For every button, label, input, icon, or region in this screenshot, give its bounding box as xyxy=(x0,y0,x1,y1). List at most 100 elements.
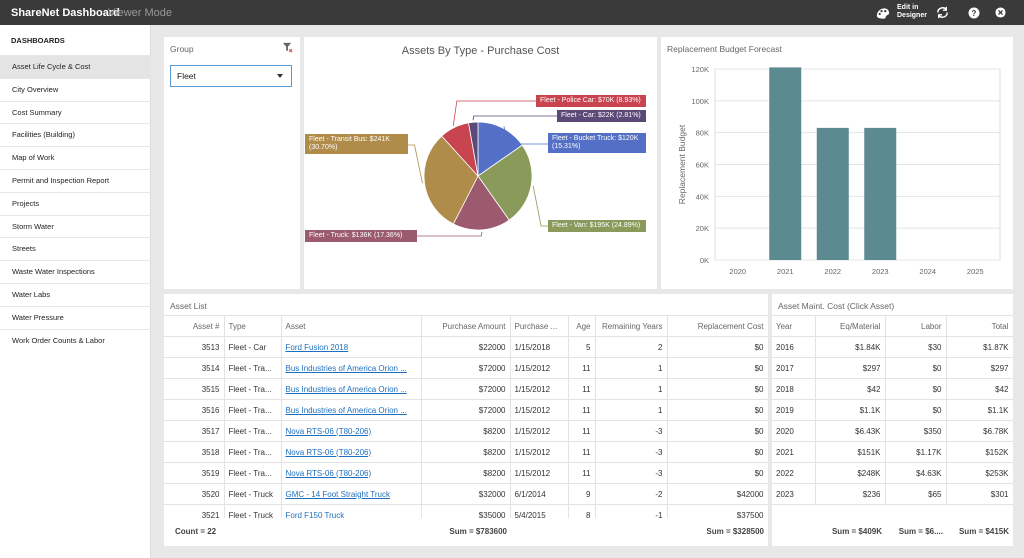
sidebar-item-permit-and-inspection-report[interactable]: Permit and Inspection Report xyxy=(0,169,151,192)
pie-slice[interactable] xyxy=(423,135,479,225)
table-cell[interactable]: Nova RTS-06 (T80-206) xyxy=(281,462,422,484)
table-cell: $301 xyxy=(946,483,1013,505)
column-header[interactable]: Year xyxy=(772,315,816,337)
pie-slice[interactable] xyxy=(452,175,510,231)
table-cell[interactable]: Ford F150 Truck xyxy=(281,504,422,519)
table-row[interactable]: 3516 Fleet - Tra... Bus Industries of Amer… xyxy=(164,399,768,421)
top-bar: ShareNet Dashboard Viewer Mode Edit in D… xyxy=(0,0,1024,25)
column-header[interactable]: Eq/Material xyxy=(815,315,886,337)
asset-link[interactable]: GMC - 14 Foot Straight Truck xyxy=(285,489,390,499)
table-row[interactable]: 3521 Fleet - Truck Ford F150 Truck $35000 5/… xyxy=(164,504,768,519)
asset-link[interactable]: Nova RTS-06 (T80-206) xyxy=(285,468,372,478)
x-tick-label: 2025 xyxy=(967,267,984,276)
table-cell: $22000 xyxy=(421,336,511,358)
table-cell: 3515 xyxy=(164,378,225,400)
pie-leader-line xyxy=(532,185,548,227)
column-header[interactable]: Purchase ... xyxy=(510,315,569,337)
edit-in-designer-icon[interactable] xyxy=(875,5,890,20)
maint-table-viewport: Year Eq/Material Labor Total 2016 $1.84K $30 $… xyxy=(772,315,1013,518)
table-row[interactable]: 3514 Fleet - Tra... Bus Industries of Amer… xyxy=(164,357,768,379)
table-cell: $6.78K xyxy=(946,420,1013,442)
sidebar-item-cost-summary[interactable]: Cost Summary xyxy=(0,100,151,124)
y-axis-label: Replacement Budget xyxy=(677,124,687,204)
asset-link[interactable]: Bus Industries of America Orion ... xyxy=(285,363,407,373)
table-cell[interactable]: Nova RTS-06 (T80-206) xyxy=(281,441,422,463)
column-header[interactable]: Total xyxy=(946,315,1013,337)
table-cell: 2020 xyxy=(772,420,816,442)
table-cell[interactable]: Bus Industries of America Orion ... xyxy=(281,399,422,421)
table-row[interactable]: 2023 $236 $65 $301 xyxy=(772,483,1013,505)
table-cell: $236 xyxy=(815,483,886,505)
asset-link[interactable]: Nova RTS-06 (T80-206) xyxy=(285,426,372,436)
pie-slice[interactable] xyxy=(477,144,533,221)
table-cell[interactable]: Nova RTS-06 (T80-206) xyxy=(281,420,422,442)
sidebar-item-work-order-counts-labor[interactable]: Work Order Counts & Labor xyxy=(0,328,151,352)
close-icon[interactable] xyxy=(993,5,1008,20)
table-row[interactable]: 2019 $1.1K $0 $1.1K xyxy=(772,399,1013,421)
sidebar-item-water-labs[interactable]: Water Labs xyxy=(0,283,151,306)
asset-link[interactable]: Ford Fusion 2018 xyxy=(285,342,349,352)
sidebar-item-map-of-work[interactable]: Map of Work xyxy=(0,146,151,169)
table-row[interactable]: 3519 Fleet - Tra... Nova RTS-06 (T80-206) $… xyxy=(164,462,768,484)
clear-filter-icon[interactable] xyxy=(282,42,293,55)
sidebar-item-water-pressure[interactable]: Water Pressure xyxy=(0,305,151,329)
column-header[interactable]: Asset # xyxy=(164,315,225,337)
column-header[interactable]: Type xyxy=(224,315,282,337)
sidebar-item-storm-water[interactable]: Storm Water xyxy=(0,214,151,238)
column-header[interactable]: Remaining Years xyxy=(595,315,668,337)
table-cell: $32000 xyxy=(421,483,511,505)
table-cell: $253K xyxy=(946,462,1013,484)
pie-slice[interactable] xyxy=(468,121,479,177)
sidebar-item-facilities-building[interactable]: Facilities (Building) xyxy=(0,123,151,146)
bar[interactable] xyxy=(864,127,897,261)
table-row[interactable]: 3513 Fleet - Car Ford Fusion 2018 $22000 1/1… xyxy=(164,336,768,358)
table-cell: $8200 xyxy=(421,420,511,442)
table-row[interactable]: 2016 $1.84K $30 $1.87K xyxy=(772,336,1013,358)
table-cell: -3 xyxy=(595,420,668,442)
table-cell[interactable]: Bus Industries of America Orion ... xyxy=(281,357,422,379)
bar-chart: 0K 20K 40K 60K 80K 100K 120K 2020 2021 2022 2023 20… xyxy=(677,65,1001,276)
table-cell: $65 xyxy=(885,483,947,505)
asset-link[interactable]: Bus Industries of America Orion ... xyxy=(285,384,407,394)
total-sum: Sum = $415K xyxy=(958,527,1009,536)
column-header[interactable]: Labor xyxy=(885,315,947,337)
table-row[interactable]: 3518 Fleet - Tra... Nova RTS-06 (T80-206) $… xyxy=(164,441,768,463)
asset-link[interactable]: Nova RTS-06 (T80-206) xyxy=(285,447,372,457)
table-row[interactable]: 2022 $248K $4.63K $253K xyxy=(772,462,1013,484)
table-cell[interactable]: Ford Fusion 2018 xyxy=(281,336,422,358)
table-row[interactable]: 2017 $297 $0 $297 xyxy=(772,357,1013,379)
sidebar-item-projects[interactable]: Projects xyxy=(0,191,151,215)
table-row[interactable]: 2021 $151K $1.17K $152K xyxy=(772,441,1013,463)
table-cell: $37500 xyxy=(667,504,768,518)
sidebar-item-streets[interactable]: Streets xyxy=(0,237,151,260)
column-header[interactable]: Age xyxy=(568,315,596,337)
asset-link[interactable]: Ford F150 Truck xyxy=(285,510,345,519)
edit-in-designer-button[interactable]: Edit in Designer xyxy=(897,4,927,20)
column-header[interactable]: Purchase Amount xyxy=(421,315,511,337)
group-dropdown[interactable]: Fleet xyxy=(170,65,292,87)
table-row[interactable]: 2018 $42 $0 $42 xyxy=(772,378,1013,400)
refresh-icon[interactable] xyxy=(935,5,950,20)
table-cell: 1/15/2012 xyxy=(510,378,569,400)
table-row[interactable]: 3515 Fleet - Tra... Bus Industries of Amer… xyxy=(164,378,768,400)
table-row[interactable]: 2020 $6.43K $350 $6.78K xyxy=(772,420,1013,442)
sidebar-item-waste-water-inspections[interactable]: Waste Water Inspections xyxy=(0,260,151,283)
table-cell[interactable]: Bus Industries of America Orion ... xyxy=(281,378,422,400)
bar[interactable] xyxy=(769,67,802,261)
help-icon[interactable]: ? xyxy=(966,5,981,20)
table-row[interactable]: 3520 Fleet - Truck GMC - 14 Foot Straight … xyxy=(164,483,768,505)
pie-slice-label: Fleet - Truck: $136K (17.36%) xyxy=(305,230,417,242)
sidebar-item-asset-life-cycle-cost[interactable]: Asset Life Cycle & Cost xyxy=(0,55,151,78)
table-cell: $0 xyxy=(885,378,947,400)
dashboards-sidebar: DASHBOARDS Asset Life Cycle & Cost City O… xyxy=(0,25,151,558)
table-cell: $297 xyxy=(815,357,886,379)
asset-link[interactable]: Bus Industries of America Orion ... xyxy=(285,405,407,415)
table-cell[interactable]: GMC - 14 Foot Straight Truck xyxy=(281,483,422,505)
sidebar-item-city-overview[interactable]: City Overview xyxy=(0,77,151,101)
table-cell: Fleet - Tra... xyxy=(224,441,282,463)
table-cell: $248K xyxy=(815,462,886,484)
table-row[interactable]: 3517 Fleet - Tra... Nova RTS-06 (T80-206) $… xyxy=(164,420,768,442)
column-header[interactable]: Asset xyxy=(281,315,422,337)
bar[interactable] xyxy=(816,127,849,261)
column-header[interactable]: Replacement Cost xyxy=(667,315,768,337)
